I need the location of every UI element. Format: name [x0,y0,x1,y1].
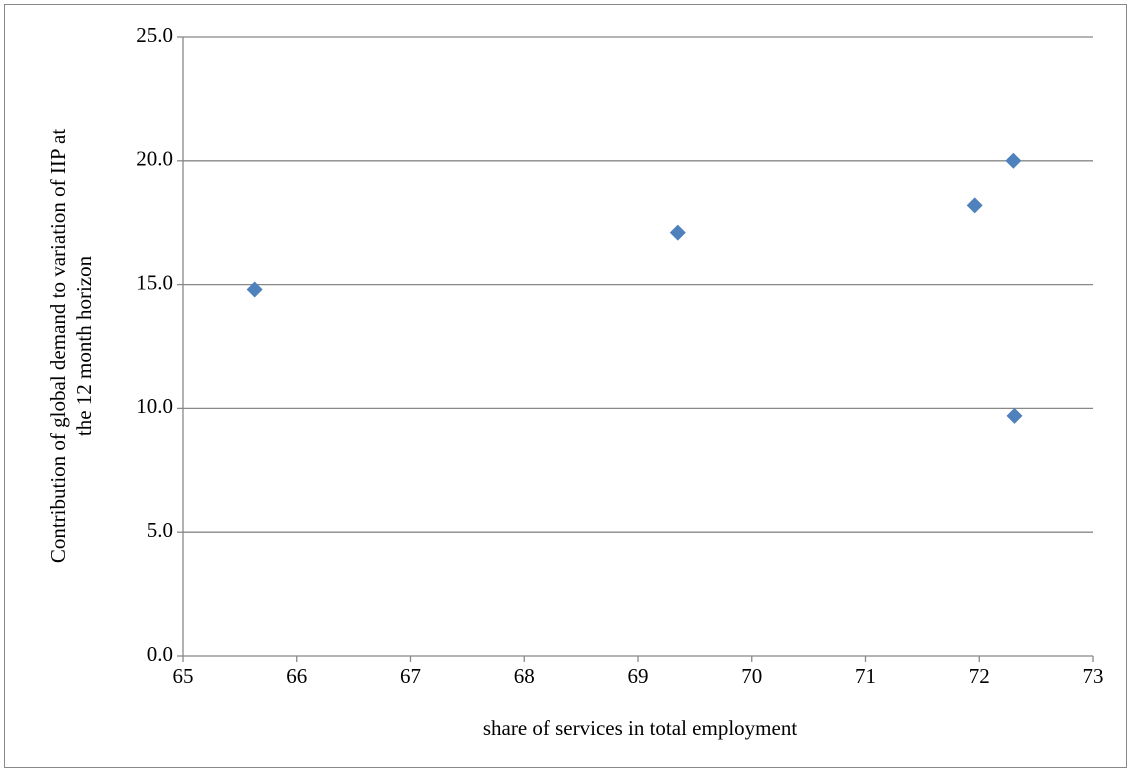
x-tick-label: 68 [514,664,535,688]
y-tick-label: 5.0 [147,518,173,542]
point [246,281,263,298]
x-tick-label: 70 [741,664,762,688]
point [1005,152,1022,169]
y-tick-label: 20.0 [136,147,173,171]
y-tick-label: 25.0 [136,23,173,47]
point [1006,407,1023,424]
x-tick-label: 69 [628,664,649,688]
y-tick-label: 15.0 [136,270,173,294]
y-tick-label: 0.0 [147,642,173,666]
y-tick-label: 10.0 [136,394,173,418]
x-tick-label: 71 [855,664,876,688]
x-axis-title: share of services in total employment [483,716,797,740]
x-tick-label: 72 [969,664,990,688]
point [669,224,686,241]
x-tick-label: 67 [400,664,421,688]
point [966,197,983,214]
x-tick-label: 73 [1083,664,1104,688]
y-axis-title: Contribution of global demand to variati… [46,129,96,563]
x-tick-label: 65 [173,664,194,688]
y-axis-title-line: the 12 month horizon [72,255,96,436]
x-tick-label: 66 [286,664,307,688]
y-axis-title-line: Contribution of global demand to variati… [46,129,70,563]
chart-border [4,4,1127,768]
